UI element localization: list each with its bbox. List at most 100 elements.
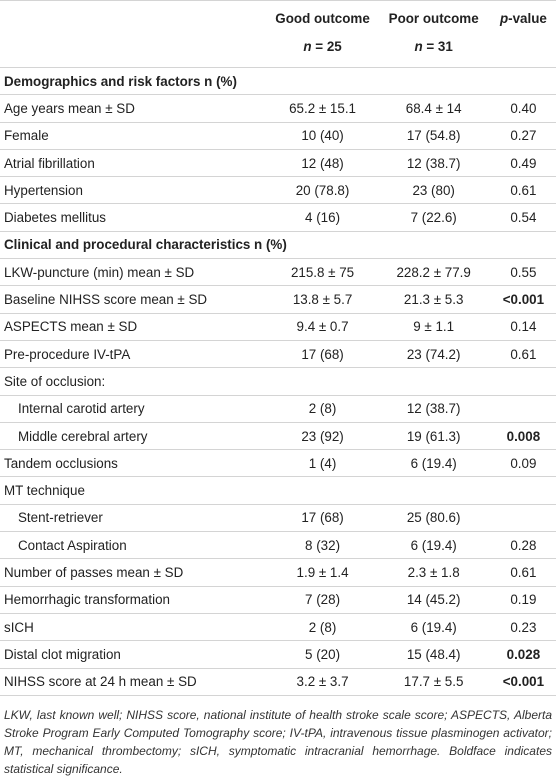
good-outcome-value: 3.2 ± 3.7 <box>268 667 377 695</box>
header-good-n-label: n <box>303 38 312 54</box>
section-header-row: Demographics and risk factors n (%) <box>0 66 556 95</box>
table-row: Site of occlusion: <box>0 367 556 396</box>
poor-outcome-value: 21.3 ± 5.3 <box>376 285 491 314</box>
poor-outcome-value: 6 (19.4) <box>376 531 491 559</box>
section-title: Clinical and procedural characteristics … <box>0 230 556 259</box>
poor-outcome-value: 19 (61.3) <box>376 421 491 450</box>
header-good-outcome: Good outcome <box>268 0 377 31</box>
poor-outcome-value: 7 (22.6) <box>376 203 491 232</box>
table-row: Internal carotid artery 2 (8) 12 (38.7) <box>0 394 556 423</box>
row-label: sICH <box>0 612 269 641</box>
row-label: Number of passes mean ± SD <box>0 558 269 587</box>
header-row-1: Good outcome Poor outcome p-value <box>0 0 556 31</box>
poor-outcome-value: 6 (19.4) <box>376 449 491 477</box>
good-outcome-value: 20 (78.8) <box>268 176 377 204</box>
header-p-letter: p <box>499 11 509 26</box>
good-outcome-value: 9.4 ± 0.7 <box>268 312 377 341</box>
p-value: <0.001 <box>490 285 556 314</box>
p-value: 0.008 <box>490 421 556 450</box>
header-good-n: n = 25 <box>268 31 377 68</box>
p-value: 0.09 <box>490 449 556 477</box>
table-row: MT technique <box>0 476 556 505</box>
table-row: Stent-retriever 17 (68) 25 (80.6) <box>0 503 556 532</box>
good-outcome-value: 17 (68) <box>268 503 377 532</box>
p-value <box>490 367 556 396</box>
good-outcome-value: 65.2 ± 15.1 <box>268 94 377 123</box>
poor-outcome-value: 12 (38.7) <box>376 148 491 177</box>
table-row: Hemorrhagic transformation 7 (28) 14 (45.2… <box>0 585 556 614</box>
row-label: Tandem occlusions <box>0 449 269 477</box>
header-blank-3 <box>490 31 556 68</box>
p-value <box>490 394 556 423</box>
poor-outcome-value <box>376 476 491 505</box>
row-label: Hemorrhagic transformation <box>0 585 269 614</box>
table-row: sICH 2 (8) 6 (19.4) 0.23 <box>0 612 556 641</box>
header-row-2: n = 25 n = 31 <box>0 31 556 68</box>
good-outcome-value: 2 (8) <box>268 394 377 423</box>
row-label: Pre-procedure IV-tPA <box>0 339 269 368</box>
table-row: Distal clot migration 5 (20) 15 (48.4) 0.02… <box>0 640 556 669</box>
good-outcome-value <box>268 476 377 505</box>
p-value: 0.54 <box>490 203 556 232</box>
p-value: 0.14 <box>490 312 556 341</box>
row-label: Diabetes mellitus <box>0 203 269 232</box>
table-row: NIHSS score at 24 h mean ± SD 3.2 ± 3.7 17… <box>0 667 556 695</box>
poor-outcome-value: 14 (45.2) <box>376 585 491 614</box>
row-label: Atrial fibrillation <box>0 148 269 177</box>
good-outcome-value: 23 (92) <box>268 421 377 450</box>
good-outcome-value: 215.8 ± 75 <box>268 258 377 286</box>
good-outcome-value: 1 (4) <box>268 449 377 477</box>
table-row: Diabetes mellitus 4 (16) 7 (22.6) 0.54 <box>0 203 556 232</box>
row-label: Age years mean ± SD <box>0 94 269 123</box>
poor-outcome-value: 2.3 ± 1.8 <box>376 558 491 587</box>
poor-outcome-value: 23 (80) <box>376 176 491 204</box>
poor-outcome-value: 17.7 ± 5.5 <box>376 667 491 695</box>
row-label: LKW-puncture (min) mean ± SD <box>0 258 269 286</box>
good-outcome-value: 1.9 ± 1.4 <box>268 558 377 587</box>
p-value: <0.001 <box>490 667 556 695</box>
p-value: 0.61 <box>490 339 556 368</box>
good-outcome-value: 13.8 ± 5.7 <box>268 285 377 314</box>
table-row: ASPECTS mean ± SD 9.4 ± 0.7 9 ± 1.1 0.14 <box>0 312 556 341</box>
p-value: 0.19 <box>490 585 556 614</box>
row-label: Internal carotid artery <box>0 394 269 423</box>
poor-outcome-value <box>376 367 491 396</box>
row-label: Baseline NIHSS score mean ± SD <box>0 285 269 314</box>
p-value: 0.28 <box>490 531 556 559</box>
p-value: 0.028 <box>490 640 556 669</box>
table-row: Number of passes mean ± SD 1.9 ± 1.4 2.3 ±… <box>0 558 556 587</box>
p-value: 0.61 <box>490 176 556 204</box>
p-value: 0.55 <box>490 258 556 286</box>
row-label: Hypertension <box>0 176 269 204</box>
row-label: Distal clot migration <box>0 640 269 669</box>
row-label: MT technique <box>0 476 269 505</box>
table-row: Contact Aspiration 8 (32) 6 (19.4) 0.28 <box>0 531 556 559</box>
header-poor-n: n = 31 <box>376 31 491 68</box>
table-row: Hypertension 20 (78.8) 23 (80) 0.61 <box>0 176 556 204</box>
section-header-row: Clinical and procedural characteristics … <box>0 230 556 259</box>
header-blank <box>0 0 269 31</box>
good-outcome-value: 17 (68) <box>268 339 377 368</box>
header-p-value: p-value <box>490 0 556 31</box>
table-row: Female 10 (40) 17 (54.8) 0.27 <box>0 121 556 150</box>
table-row: Middle cerebral artery 23 (92) 19 (61.3) 0.… <box>0 421 556 450</box>
good-outcome-value: 4 (16) <box>268 203 377 232</box>
poor-outcome-value: 17 (54.8) <box>376 121 491 150</box>
outcome-table: Good outcome Poor outcome p-value n = 25… <box>0 0 556 695</box>
good-outcome-value: 7 (28) <box>268 585 377 614</box>
poor-outcome-value: 25 (80.6) <box>376 503 491 532</box>
table-row: Atrial fibrillation 12 (48) 12 (38.7) 0.49 <box>0 148 556 177</box>
poor-outcome-value: 23 (74.2) <box>376 339 491 368</box>
table-row: Tandem occlusions 1 (4) 6 (19.4) 0.09 <box>0 449 556 477</box>
section-title: Demographics and risk factors n (%) <box>0 66 556 95</box>
row-label: NIHSS score at 24 h mean ± SD <box>0 667 269 695</box>
p-value: 0.23 <box>490 612 556 641</box>
header-good-n-value: = 25 <box>311 38 342 54</box>
p-value <box>490 503 556 532</box>
row-label: Middle cerebral artery <box>0 421 269 450</box>
good-outcome-value: 5 (20) <box>268 640 377 669</box>
poor-outcome-value: 9 ± 1.1 <box>376 312 491 341</box>
poor-outcome-value: 68.4 ± 14 <box>376 94 491 123</box>
header-poor-outcome: Poor outcome <box>376 0 491 31</box>
